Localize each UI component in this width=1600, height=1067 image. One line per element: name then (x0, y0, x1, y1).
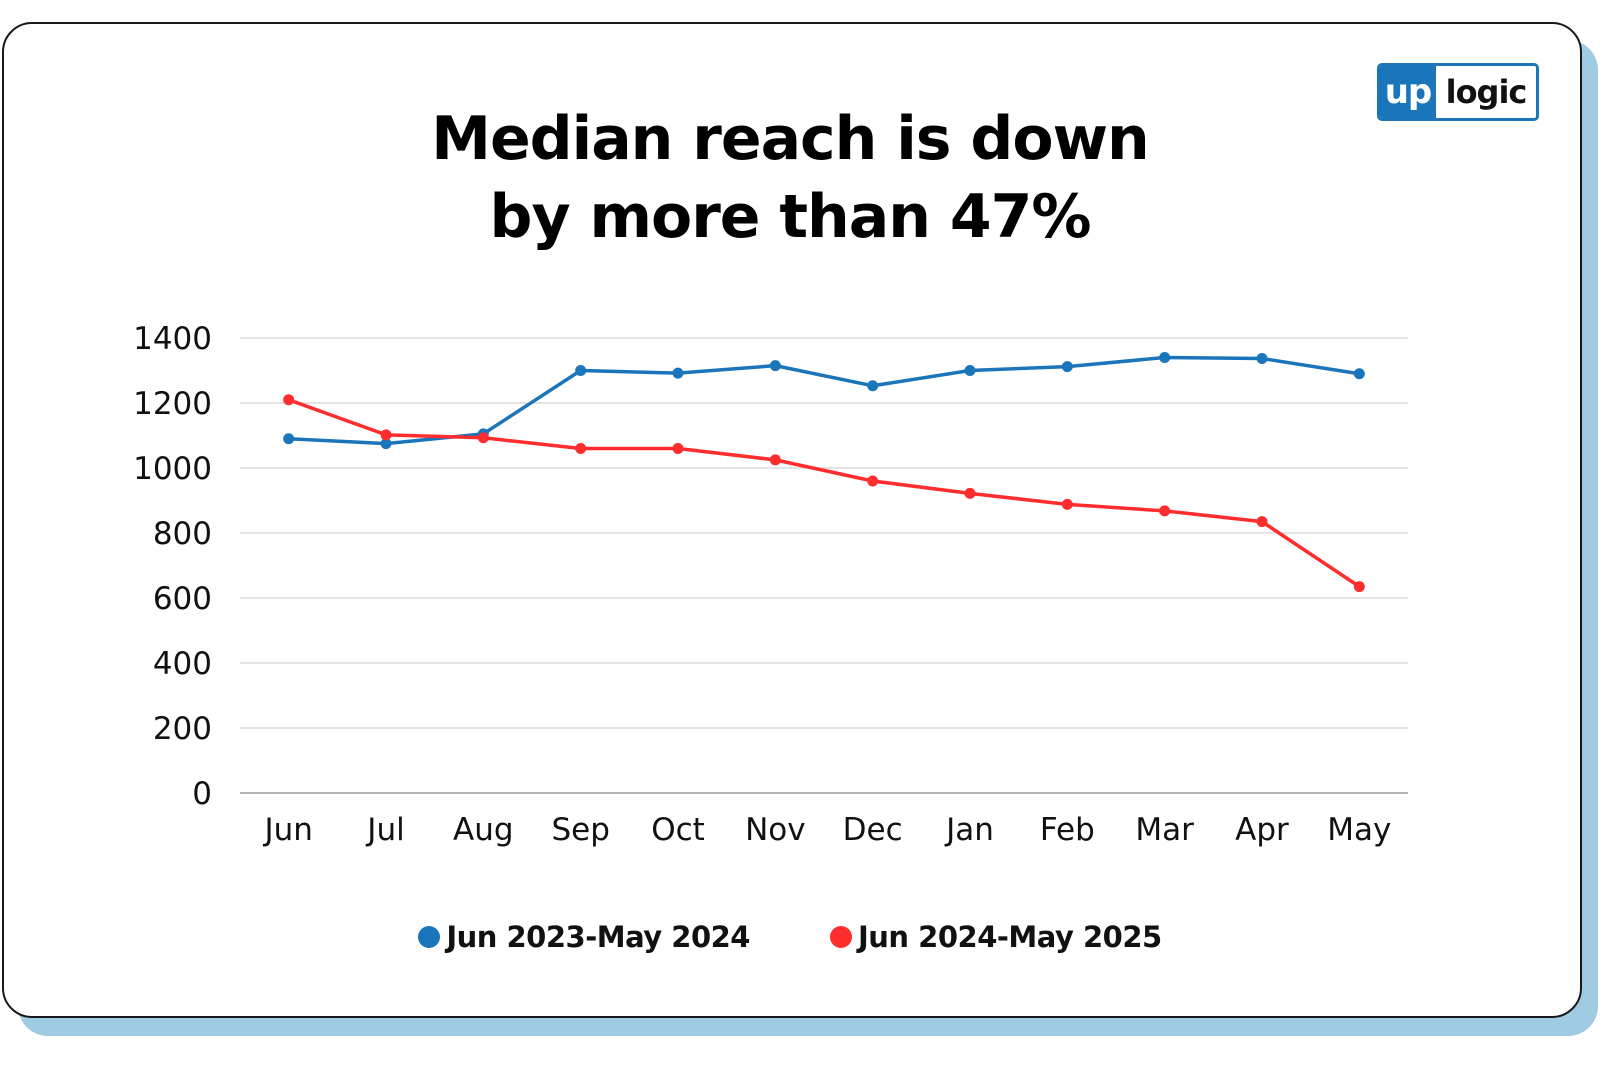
y-tick-label: 200 (153, 711, 212, 747)
series-1-point (575, 365, 587, 376)
series-line-2 (286, 398, 1362, 589)
series-2-point (380, 429, 392, 441)
logo-up-part: up (1380, 66, 1436, 118)
legend-label-series-2: Jun 2024-May 2025 (858, 920, 1162, 954)
x-tick-label: Aug (453, 812, 514, 848)
x-tick-label: Oct (651, 812, 705, 848)
x-tick-label: Feb (1040, 812, 1095, 848)
x-tick-label: Jan (944, 812, 994, 848)
chart-card (2, 22, 1582, 1018)
series-line-1 (286, 355, 1362, 446)
x-tick-label: Dec (843, 812, 903, 848)
chart-title: Median reach is down by more than 47% (200, 100, 1380, 256)
y-tick-label: 600 (153, 581, 212, 617)
uplogic-logo: up logic (1377, 63, 1539, 121)
series-1-point (769, 360, 781, 372)
series-2-point (283, 394, 295, 406)
chart-title-line-1: Median reach is down (431, 104, 1149, 174)
series-1-point (1256, 352, 1268, 364)
chart-title-line-2: by more than 47% (489, 182, 1092, 252)
logo-text-part: logic (1445, 73, 1528, 111)
legend-label-series-1: Jun 2023-May 2024 (446, 920, 750, 954)
x-tick-label: Apr (1235, 812, 1289, 848)
series-2-point (1159, 505, 1171, 517)
legend-dot-series-2 (830, 926, 852, 948)
series-2-point (575, 443, 587, 454)
series-1-point (380, 438, 392, 450)
x-tick-label: Jul (365, 812, 404, 848)
y-tick-label: 1200 (133, 386, 212, 422)
legend: Jun 2023-May 2024 Jun 2024-May 2025 (0, 920, 1580, 954)
series-1-point (1159, 352, 1171, 363)
y-tick-label: 400 (153, 646, 212, 682)
series-1-point (1353, 368, 1365, 380)
series-2-point (477, 432, 489, 444)
series-2-point (964, 487, 976, 499)
series-1-point (283, 433, 295, 445)
x-tick-label: Nov (745, 812, 806, 848)
legend-dot-series-1 (418, 926, 441, 948)
y-tick-label: 0 (192, 776, 212, 812)
series-2-point (867, 475, 879, 487)
series-2-point (672, 443, 684, 454)
series-2-point (1256, 516, 1268, 528)
series-1-point (867, 380, 879, 392)
series-2-point (1061, 498, 1073, 510)
legend-item-series-2: Jun 2024-May 2025 (830, 920, 1162, 954)
x-tick-label: Sep (551, 812, 609, 848)
series-2-point (769, 454, 781, 466)
series-1-point (964, 365, 976, 376)
legend-item-series-1: Jun 2023-May 2024 (418, 920, 750, 954)
series-2-point (1353, 581, 1365, 593)
y-tick-label: 1000 (133, 451, 212, 487)
series-1-point (1061, 361, 1073, 373)
y-tick-label: 800 (153, 516, 212, 552)
series-1-point (672, 367, 684, 379)
y-tick-label: 1400 (133, 321, 212, 357)
x-tick-label: Jun (262, 812, 312, 848)
x-tick-label: Mar (1135, 812, 1194, 848)
x-tick-label: May (1327, 812, 1391, 848)
